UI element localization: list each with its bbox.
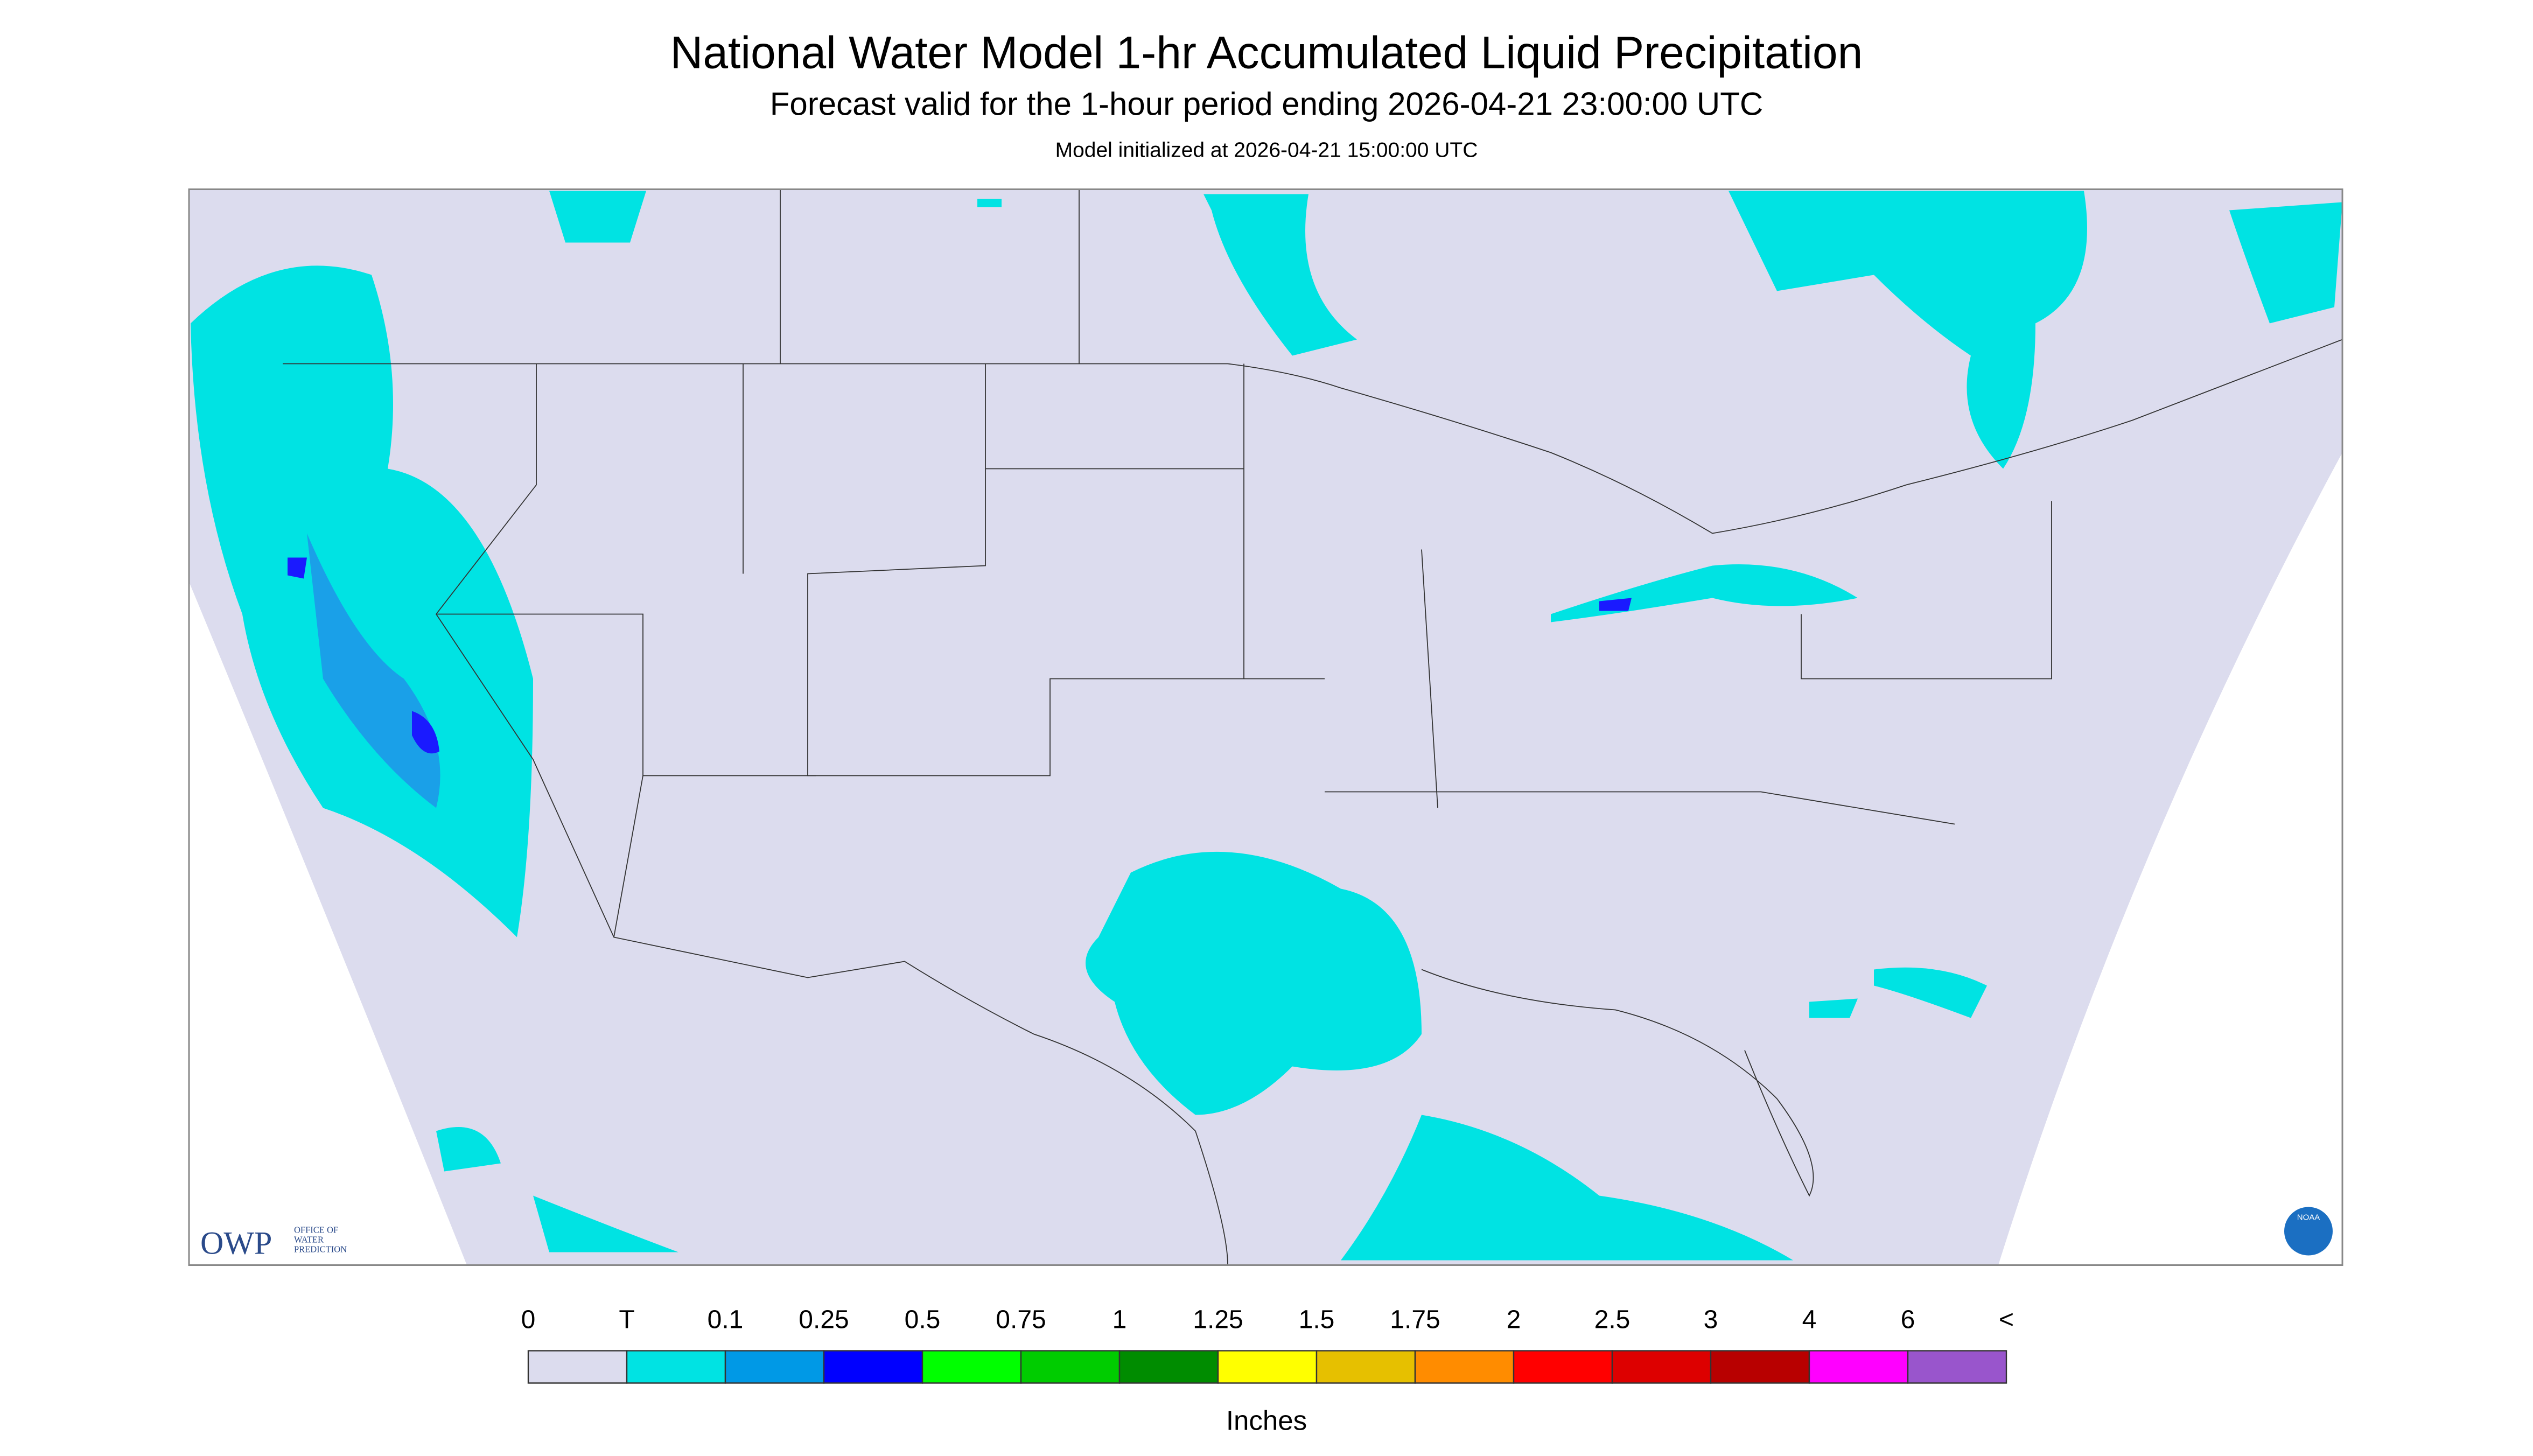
title: National Water Model 1-hr Accumulated Li… xyxy=(670,27,1863,78)
legend-swatch xyxy=(1513,1350,1613,1384)
legend-label: 2 xyxy=(1507,1306,1521,1334)
legend-swatch xyxy=(1020,1350,1121,1384)
outside-left xyxy=(189,582,467,1265)
outside-right xyxy=(1998,452,2342,1265)
legend-swatch xyxy=(1217,1350,1318,1384)
legend-label: 2.5 xyxy=(1594,1306,1631,1334)
legend-swatch xyxy=(1611,1350,1712,1384)
init-time: Model initialized at 2026-04-21 15:00:00… xyxy=(1055,139,1478,162)
legend-unit: Inches xyxy=(1226,1405,1307,1436)
noaa-logo xyxy=(2284,1207,2333,1256)
legend-label: 1 xyxy=(1112,1306,1127,1334)
legend-label: < xyxy=(1999,1306,2014,1334)
legend-label: T xyxy=(619,1306,634,1334)
legend-label: 1.75 xyxy=(1390,1306,1440,1334)
owp-subtext-line: OFFICE OF xyxy=(294,1225,338,1235)
legend-label: 0.1 xyxy=(708,1306,744,1334)
subtitle: Forecast valid for the 1-hour period end… xyxy=(770,86,1763,122)
legend-swatch xyxy=(626,1350,726,1384)
legend-swatch xyxy=(1316,1350,1416,1384)
owp-subtext-line: WATER xyxy=(294,1235,324,1245)
legend: 0 T 0.1 0.25 0.5 0.75 1 1.25 1.5 1.75 2 2.5 3 4 6 < xyxy=(521,1306,2014,1384)
legend-swatch xyxy=(724,1350,825,1384)
legend-label: 0.25 xyxy=(799,1306,849,1334)
legend-label: 1.25 xyxy=(1193,1306,1243,1334)
legend-swatch xyxy=(1907,1350,2007,1384)
legend-swatch xyxy=(1808,1350,1909,1384)
legend-label: 0.5 xyxy=(905,1306,941,1334)
legend-swatch xyxy=(921,1350,1022,1384)
legend-label: 0.75 xyxy=(996,1306,1046,1334)
owp-logo: OWP xyxy=(200,1226,272,1261)
legend-swatch xyxy=(1118,1350,1219,1384)
legend-swatch xyxy=(1710,1350,1810,1384)
precipitation xyxy=(191,191,2342,1261)
borders xyxy=(283,189,2343,1265)
legend-label: 6 xyxy=(1901,1306,1915,1334)
legend-swatch xyxy=(527,1350,628,1384)
legend-label: 0 xyxy=(521,1306,536,1334)
legend-swatch xyxy=(1414,1350,1515,1384)
map-frame xyxy=(188,188,2343,1266)
noaa-text: NOAA xyxy=(2297,1213,2320,1222)
legend-label: 1.5 xyxy=(1299,1306,1335,1334)
legend-swatch xyxy=(823,1350,923,1384)
legend-label: 3 xyxy=(1704,1306,1718,1334)
legend-label: 4 xyxy=(1802,1306,1817,1334)
owp-subtext-line: PREDICTION xyxy=(294,1244,347,1255)
